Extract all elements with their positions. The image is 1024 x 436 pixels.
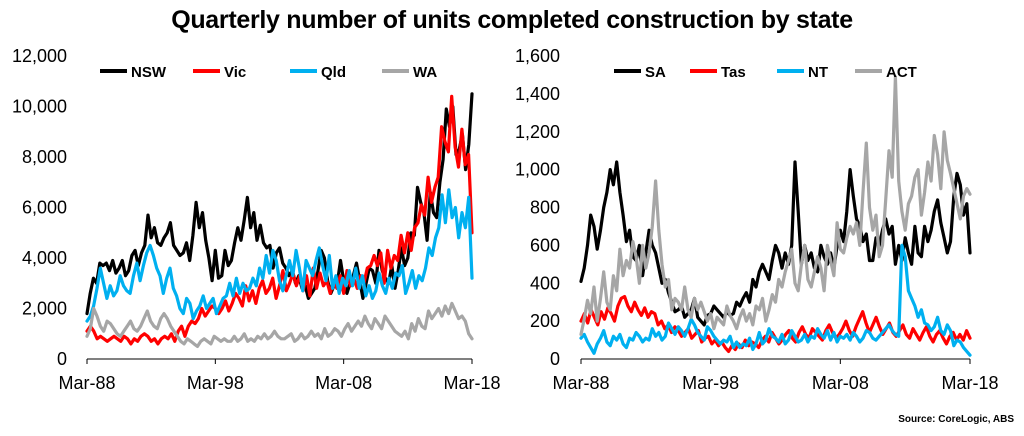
right-y-tick-label: 1,200	[515, 122, 560, 142]
right-series-act	[579, 75, 972, 336]
chart-title: Quarterly number of units completed cons…	[171, 6, 853, 34]
left-series-qld	[85, 188, 474, 323]
right-chart: 0 200 400 600 800 1,000 1,200 1,400 1,600 Mar-88 M…	[515, 46, 999, 393]
right-series-sa	[579, 160, 972, 327]
left-legend-label-vic: Vic	[224, 64, 246, 81]
left-y-tick-label: 2,000	[22, 299, 67, 319]
right-series-nt	[579, 243, 972, 357]
left-series-nsw	[85, 92, 474, 316]
left-series-wa	[85, 301, 474, 348]
right-legend-label-sa: SA	[645, 64, 666, 81]
right-y-tick-label: 800	[530, 198, 560, 218]
right-x-tick-label: Mar-18	[941, 373, 998, 393]
left-legend-label-nsw: NSW	[131, 64, 167, 81]
left-chart: 0 2,000 4,000 6,000 8,000 10,000 12,000 Mar-88 M…	[12, 46, 501, 393]
right-legend-label-nt: NT	[808, 64, 828, 81]
right-y-tick-label: 1,400	[515, 84, 560, 104]
right-legend-label-act: ACT	[886, 64, 917, 81]
right-legend-label-tas: Tas	[721, 64, 746, 81]
left-x-tick-label: Mar-98	[187, 373, 244, 393]
right-y-tick-label: 400	[530, 273, 560, 293]
left-y-tick-label: 4,000	[22, 248, 67, 268]
left-y-tick-label: 0	[57, 349, 67, 369]
right-y-tick-label: 0	[550, 349, 560, 369]
right-y-tick-label: 1,600	[515, 46, 560, 66]
right-y-tick-label: 600	[530, 235, 560, 255]
right-y-tick-label: 1,000	[515, 160, 560, 180]
left-legend-label-wa: WA	[413, 64, 437, 81]
right-x-tick-label: Mar-88	[552, 373, 609, 393]
right-x-tick-label: Mar-98	[682, 373, 739, 393]
right-x-tick-label: Mar-08	[812, 373, 869, 393]
left-y-tick-label: 8,000	[22, 147, 67, 167]
left-y-tick-label: 6,000	[22, 198, 67, 218]
left-legend-label-qld: Qld	[321, 64, 346, 81]
right-y-tick-label: 200	[530, 311, 560, 331]
left-x-tick-label: Mar-18	[443, 373, 500, 393]
source-note: Source: CoreLogic, ABS	[898, 414, 1014, 425]
left-y-tick-label: 10,000	[12, 97, 67, 117]
left-x-tick-label: Mar-08	[315, 373, 372, 393]
left-x-tick-label: Mar-88	[58, 373, 115, 393]
left-y-tick-label: 12,000	[12, 46, 67, 66]
right-series-tas	[579, 294, 972, 353]
